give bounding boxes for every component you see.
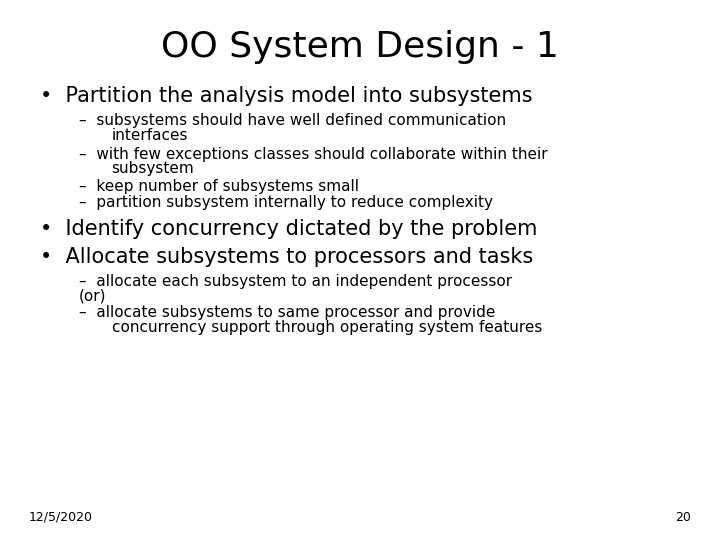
Text: 12/5/2020: 12/5/2020: [29, 511, 93, 524]
Text: interfaces: interfaces: [112, 128, 188, 143]
Text: subsystem: subsystem: [112, 161, 194, 177]
Text: –  with few exceptions classes should collaborate within their: – with few exceptions classes should col…: [79, 147, 548, 162]
Text: •  Allocate subsystems to processors and tasks: • Allocate subsystems to processors and …: [40, 247, 533, 267]
Text: (or): (or): [79, 288, 107, 303]
Text: •  Identify concurrency dictated by the problem: • Identify concurrency dictated by the p…: [40, 219, 537, 239]
Text: –  keep number of subsystems small: – keep number of subsystems small: [79, 179, 359, 194]
Text: concurrency support through operating system features: concurrency support through operating sy…: [112, 320, 542, 335]
Text: –  allocate subsystems to same processor and provide: – allocate subsystems to same processor …: [79, 305, 495, 320]
Text: –  partition subsystem internally to reduce complexity: – partition subsystem internally to redu…: [79, 195, 493, 211]
Text: OO System Design - 1: OO System Design - 1: [161, 30, 559, 64]
Text: •  Partition the analysis model into subsystems: • Partition the analysis model into subs…: [40, 86, 532, 106]
Text: 20: 20: [675, 511, 691, 524]
Text: –  allocate each subsystem to an independent processor: – allocate each subsystem to an independ…: [79, 274, 513, 289]
Text: –  subsystems should have well defined communication: – subsystems should have well defined co…: [79, 113, 506, 129]
